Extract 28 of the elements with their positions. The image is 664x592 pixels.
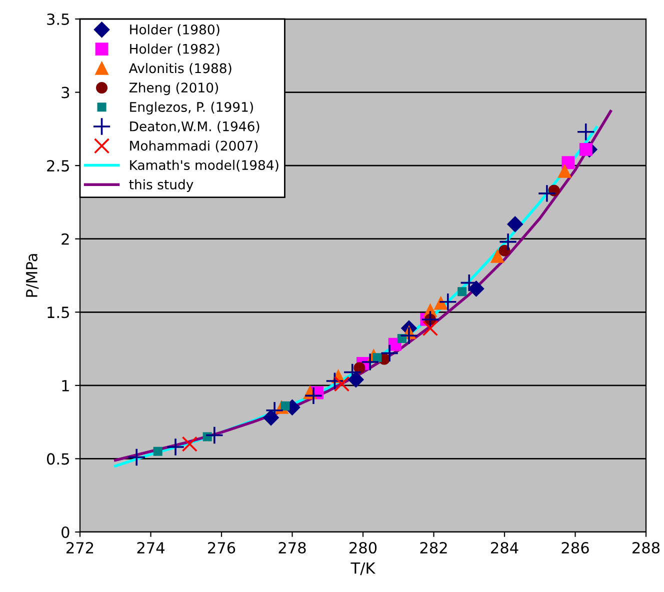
y-tick-label: 3: [62, 86, 70, 98]
x-tick-label: 286: [562, 542, 589, 554]
x-axis-title: T/K: [350, 562, 376, 576]
legend-label: Avlonitis (1988): [128, 63, 232, 75]
y-tick-label: 1.5: [48, 306, 69, 318]
y-axis-title: P/MPa: [26, 254, 39, 297]
x-tick-label: 272: [66, 542, 94, 554]
legend-label: this study: [129, 179, 194, 192]
y-tick-label: 1: [62, 380, 69, 392]
legend-label: Zheng (2010): [129, 82, 218, 96]
x-tick-label: 280: [350, 542, 377, 554]
legend-label: Mohammadi (2007): [130, 140, 258, 152]
y-tick-label: 0: [62, 526, 70, 538]
x-tick-label: 288: [632, 542, 660, 554]
y-tick-label: 0.5: [46, 453, 69, 465]
legend-label: Deaton,W.M. (1946): [130, 121, 260, 133]
y-tick-label: 3.5: [47, 13, 69, 26]
x-tick-label: 274: [137, 542, 164, 554]
y-tick-label: 2.5: [47, 160, 69, 172]
legend-label: Englezos, P. (1991): [130, 102, 253, 115]
legend-label: Kamath's model(1984): [130, 160, 278, 172]
x-tick-label: 278: [278, 542, 306, 554]
x-tick-label: 284: [491, 542, 518, 554]
legend-label: Holder (1982): [130, 44, 220, 56]
x-tick-label: 282: [420, 542, 447, 554]
y-tick-label: 2: [62, 233, 69, 245]
legend-label: Holder (1980): [130, 24, 220, 36]
x-tick-label: 276: [208, 542, 236, 554]
